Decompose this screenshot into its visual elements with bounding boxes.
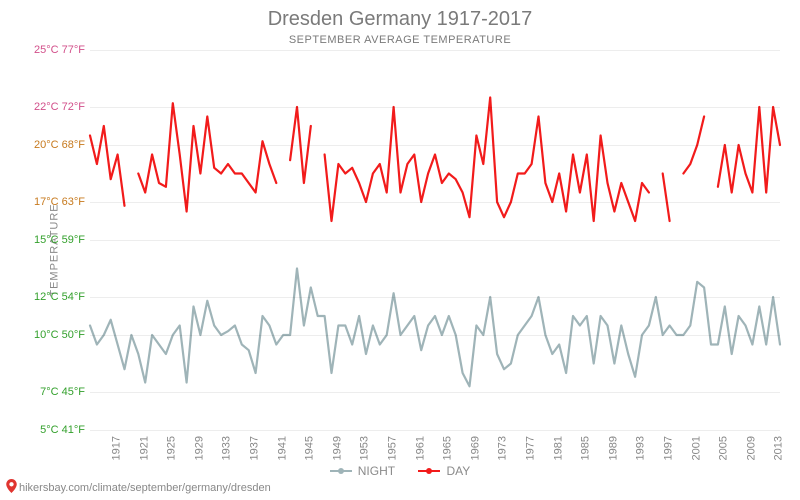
gridline bbox=[90, 430, 780, 431]
x-tick-label: 1961 bbox=[414, 436, 426, 460]
day-line bbox=[663, 174, 670, 222]
y-tick-label: 5°C 41°F bbox=[0, 424, 85, 436]
source-url: hikersbay.com/climate/september/germany/… bbox=[19, 482, 271, 494]
x-tick-label: 1985 bbox=[580, 436, 592, 460]
x-tick-label: 1925 bbox=[166, 436, 178, 460]
gridline bbox=[90, 335, 780, 336]
chart-subtitle: SEPTEMBER AVERAGE TEMPERATURE bbox=[0, 34, 800, 46]
x-tick-label: 1977 bbox=[524, 436, 536, 460]
chart-container: Dresden Germany 1917-2017 SEPTEMBER AVER… bbox=[0, 0, 800, 500]
source-footer: hikersbay.com/climate/september/germany/… bbox=[6, 479, 271, 496]
x-tick-label: 1997 bbox=[662, 436, 674, 460]
chart-title: Dresden Germany 1917-2017 bbox=[0, 8, 800, 31]
x-tick-label: 1957 bbox=[386, 436, 398, 460]
x-tick-label: 1965 bbox=[442, 436, 454, 460]
day-line bbox=[90, 126, 125, 206]
x-tick-label: 1929 bbox=[193, 436, 205, 460]
x-tick-label: 1937 bbox=[248, 436, 260, 460]
day-line bbox=[138, 103, 276, 211]
legend-label-day: DAY bbox=[446, 464, 470, 478]
legend-label-night: NIGHT bbox=[358, 464, 395, 478]
x-tick-label: 1941 bbox=[276, 436, 288, 460]
gridline bbox=[90, 50, 780, 51]
x-tick-label: 1981 bbox=[552, 436, 564, 460]
x-tick-label: 1973 bbox=[497, 436, 509, 460]
y-tick-label: 22°C 72°F bbox=[0, 101, 85, 113]
x-tick-label: 1969 bbox=[469, 436, 481, 460]
x-tick-label: 1993 bbox=[635, 436, 647, 460]
gridline bbox=[90, 297, 780, 298]
gridline bbox=[90, 240, 780, 241]
x-tick-label: 1933 bbox=[221, 436, 233, 460]
y-tick-label: 20°C 68°F bbox=[0, 139, 85, 151]
x-tick-label: 1953 bbox=[359, 436, 371, 460]
x-tick-label: 1921 bbox=[138, 436, 150, 460]
legend-swatch-night bbox=[330, 470, 352, 472]
y-tick-label: 15°C 59°F bbox=[0, 234, 85, 246]
x-tick-label: 1917 bbox=[110, 436, 122, 460]
y-tick-label: 12°C 54°F bbox=[0, 291, 85, 303]
night-line bbox=[90, 269, 780, 387]
legend: NIGHT DAY bbox=[0, 461, 800, 478]
gridline bbox=[90, 202, 780, 203]
x-tick-label: 1949 bbox=[331, 436, 343, 460]
legend-item-day: DAY bbox=[418, 464, 470, 478]
x-tick-label: 1989 bbox=[607, 436, 619, 460]
map-pin-icon bbox=[6, 479, 17, 496]
gridline bbox=[90, 145, 780, 146]
gridline bbox=[90, 392, 780, 393]
x-tick-label: 1945 bbox=[304, 436, 316, 460]
y-tick-label: 25°C 77°F bbox=[0, 44, 85, 56]
x-tick-label: 2013 bbox=[773, 436, 785, 460]
x-tick-label: 2005 bbox=[718, 436, 730, 460]
day-line bbox=[718, 107, 780, 193]
gridline bbox=[90, 107, 780, 108]
x-tick-label: 2001 bbox=[690, 436, 702, 460]
y-axis-label: TEMPERATURE bbox=[49, 203, 61, 296]
y-tick-label: 10°C 50°F bbox=[0, 329, 85, 341]
x-tick-label: 2009 bbox=[745, 436, 757, 460]
legend-item-night: NIGHT bbox=[330, 464, 395, 478]
y-tick-label: 17°C 63°F bbox=[0, 196, 85, 208]
y-tick-label: 7°C 45°F bbox=[0, 386, 85, 398]
legend-swatch-day bbox=[418, 470, 440, 472]
